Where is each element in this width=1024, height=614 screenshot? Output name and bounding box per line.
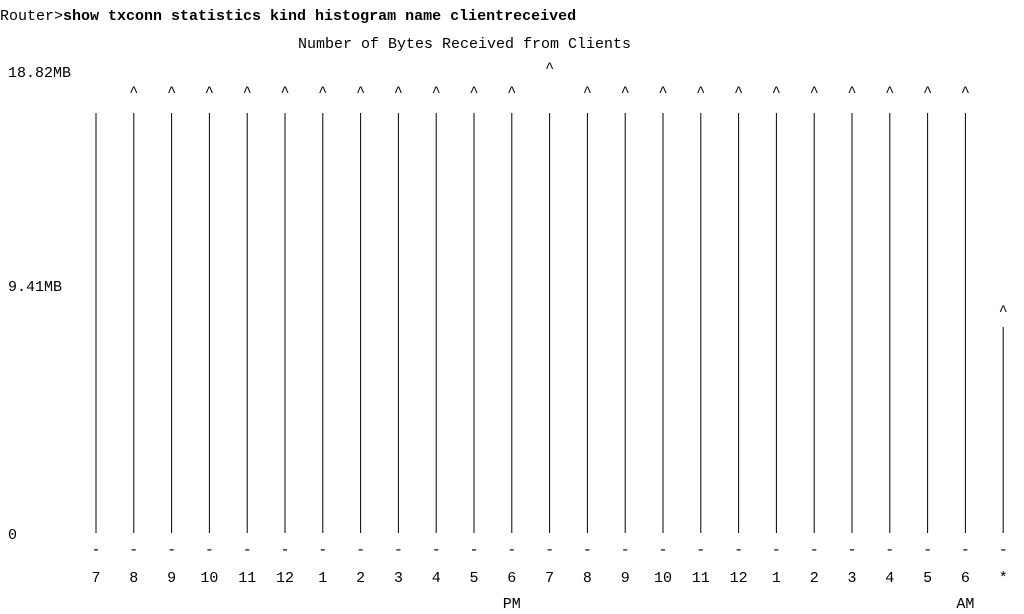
x-tick-label: 10 [200, 570, 218, 587]
x-tick-label: 4 [885, 570, 894, 587]
overflow-caret: ^ [658, 84, 667, 101]
overflow-caret: ^ [885, 84, 894, 101]
baseline-dash: - [507, 542, 516, 559]
x-tick-label: 1 [318, 570, 327, 587]
baseline-dash: - [280, 542, 289, 559]
baseline-dash: - [394, 542, 403, 559]
overflow-caret: ^ [810, 84, 819, 101]
overflow-caret: ^ [772, 84, 781, 101]
baseline-dash: - [696, 542, 705, 559]
command-text: show txconn statistics kind histogram na… [63, 8, 577, 25]
baseline-dash: - [318, 542, 327, 559]
y-tick-label: 18.82MB [8, 65, 71, 82]
y-tick-label: 0 [8, 527, 17, 544]
x-tick-label: 9 [167, 570, 176, 587]
overflow-caret: ^ [469, 84, 478, 101]
overflow-caret: ^ [923, 84, 932, 101]
baseline-dash: - [129, 542, 138, 559]
baseline-dash: - [961, 542, 970, 559]
overflow-caret: ^ [545, 60, 554, 77]
overflow-caret: ^ [205, 84, 214, 101]
x-tick-label: 5 [469, 570, 478, 587]
baseline-dash: - [91, 542, 100, 559]
x-tick-label: 6 [507, 570, 516, 587]
baseline-dash: - [432, 542, 441, 559]
baseline-dash: - [923, 542, 932, 559]
overflow-caret: ^ [507, 84, 516, 101]
x-tick-label: 3 [394, 570, 403, 587]
overflow-caret: ^ [394, 84, 403, 101]
overflow-caret: ^ [847, 84, 856, 101]
baseline-dash: - [205, 542, 214, 559]
baseline-dash: - [847, 542, 856, 559]
x-tick-label: 3 [847, 570, 856, 587]
overflow-caret: ^ [356, 84, 365, 101]
x-tick-label: 11 [238, 570, 256, 587]
baseline-dash: - [772, 542, 781, 559]
x-tick-label: 7 [545, 570, 554, 587]
baseline-dash: - [658, 542, 667, 559]
overflow-caret: ^ [961, 84, 970, 101]
x-tick-label: 9 [621, 570, 630, 587]
baseline-dash: - [583, 542, 592, 559]
x-tick-label: 4 [432, 570, 441, 587]
x-tick-label: 2 [356, 570, 365, 587]
x-tick-label: 12 [730, 570, 748, 587]
x-tick-label: 7 [91, 570, 100, 587]
baseline-dash: - [810, 542, 819, 559]
baseline-dash: - [356, 542, 365, 559]
x-tick-label: 12 [276, 570, 294, 587]
baseline-dash: - [545, 542, 554, 559]
baseline-dash: - [621, 542, 630, 559]
overflow-caret: ^ [318, 84, 327, 101]
prompt: Router> [0, 8, 64, 25]
baseline-dash: - [999, 542, 1008, 559]
x-period-label: AM [956, 596, 974, 613]
baseline-dash: - [167, 542, 176, 559]
overflow-caret: ^ [243, 84, 252, 101]
overflow-caret: ^ [999, 303, 1008, 320]
overflow-caret: ^ [280, 84, 289, 101]
baseline-dash: - [469, 542, 478, 559]
x-tick-label: 10 [654, 570, 672, 587]
x-tick-label: 1 [772, 570, 781, 587]
overflow-caret: ^ [696, 84, 705, 101]
baseline-dash: - [734, 542, 743, 559]
x-tick-label: 5 [923, 570, 932, 587]
y-tick-label: 9.41MB [8, 279, 62, 296]
x-tick-label: 8 [129, 570, 138, 587]
overflow-caret: ^ [583, 84, 592, 101]
x-tick-label: * [999, 570, 1008, 587]
baseline-dash: - [243, 542, 252, 559]
x-tick-label: 2 [810, 570, 819, 587]
x-tick-label: 11 [692, 570, 710, 587]
chart-title: Number of Bytes Received from Clients [298, 36, 632, 53]
x-tick-label: 8 [583, 570, 592, 587]
overflow-caret: ^ [432, 84, 441, 101]
overflow-caret: ^ [167, 84, 176, 101]
command-line: Router>show txconn statistics kind histo… [0, 8, 576, 26]
x-period-label: PM [503, 596, 521, 613]
overflow-caret: ^ [129, 84, 138, 101]
x-tick-label: 6 [961, 570, 970, 587]
overflow-caret: ^ [621, 84, 630, 101]
baseline-dash: - [885, 542, 894, 559]
overflow-caret: ^ [734, 84, 743, 101]
